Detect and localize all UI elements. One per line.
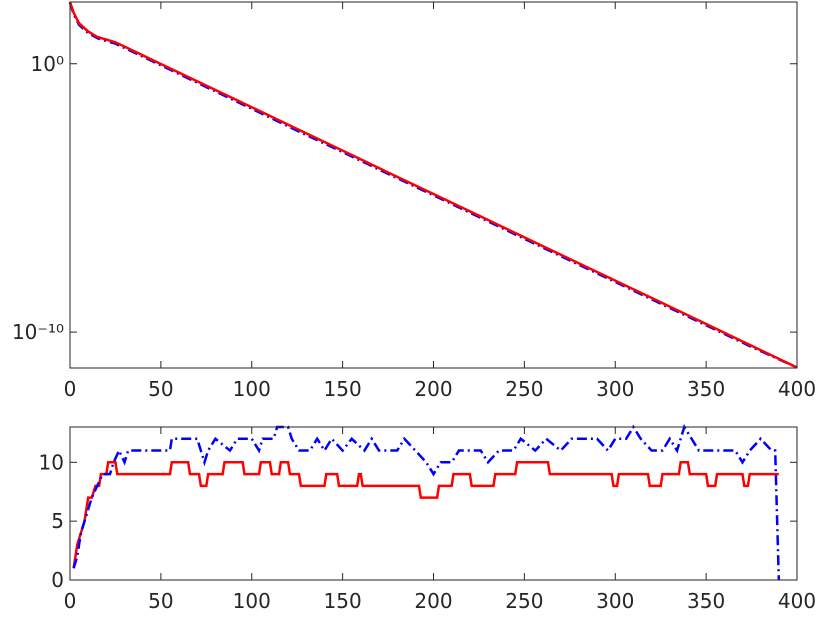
y-tick-label: 0 (51, 568, 64, 592)
axes-box (69, 1, 798, 369)
x-tick-label: 0 (64, 589, 77, 613)
x-tick-label: 350 (687, 589, 725, 613)
data-line (68, 2, 798, 369)
x-tick-label: 400 (778, 589, 816, 613)
data-line (72, 461, 779, 569)
x-tick-label: 0 (64, 377, 77, 401)
x-tick-label: 200 (414, 377, 452, 401)
x-tick-label: 250 (505, 377, 543, 401)
y-tick-label: 10⁻¹⁰ (12, 320, 64, 344)
x-tick-label: 200 (414, 589, 452, 613)
x-tick-label: 150 (324, 589, 362, 613)
axes-box (69, 426, 798, 581)
x-tick-label: 100 (233, 589, 271, 613)
x-tick-label: 300 (596, 377, 634, 401)
x-tick-label: 50 (148, 377, 173, 401)
y-tick-label: 10 (39, 450, 64, 474)
x-tick-label: 150 (324, 377, 362, 401)
y-tick-label: 10⁰ (31, 52, 64, 76)
x-tick-label: 400 (778, 377, 816, 401)
data-line (72, 424, 781, 581)
x-tick-label: 350 (687, 377, 725, 401)
data-line (68, 1, 798, 369)
y-tick-label: 5 (51, 509, 64, 533)
x-tick-label: 300 (596, 589, 634, 613)
x-tick-label: 50 (148, 589, 173, 613)
x-tick-label: 250 (505, 589, 543, 613)
x-tick-label: 100 (233, 377, 271, 401)
